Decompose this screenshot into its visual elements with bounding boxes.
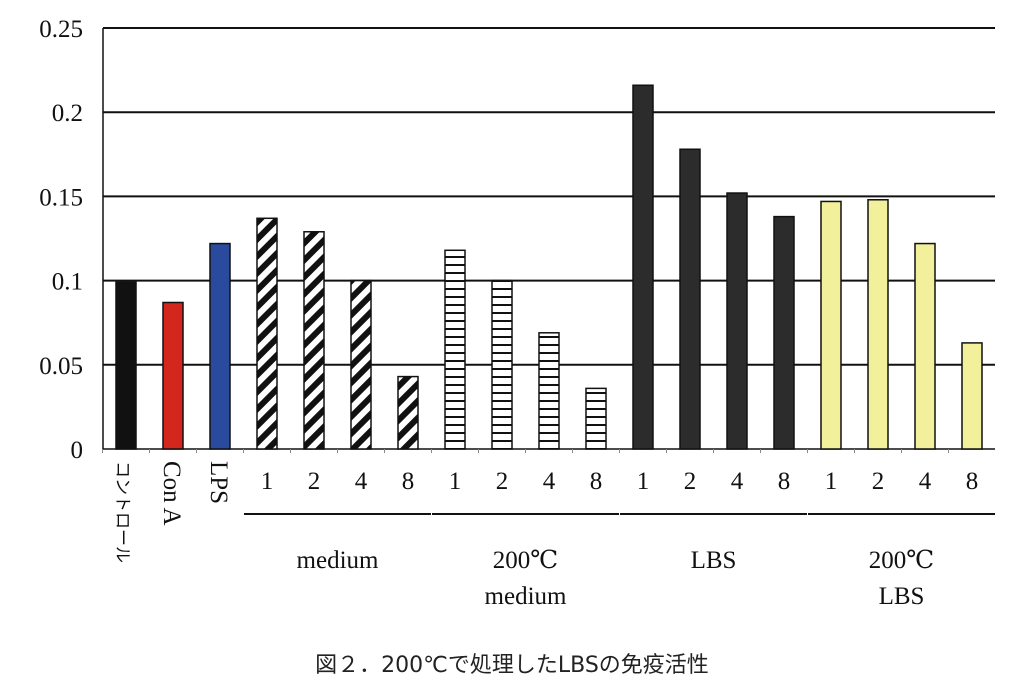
x-tick-label: 4 bbox=[543, 468, 556, 495]
x-tick-label: LPS bbox=[205, 461, 232, 504]
bar bbox=[491, 279, 513, 450]
group-label: 200℃ bbox=[869, 547, 934, 574]
bar bbox=[303, 231, 325, 450]
bar bbox=[679, 148, 701, 450]
bar bbox=[350, 279, 372, 450]
x-tick-label: 2 bbox=[308, 468, 321, 495]
bar bbox=[162, 301, 184, 450]
bar bbox=[820, 200, 842, 450]
bar bbox=[867, 199, 889, 450]
x-tick-label: 8 bbox=[778, 468, 791, 495]
bar bbox=[115, 281, 137, 450]
x-tick-label: 8 bbox=[590, 468, 603, 495]
x-tick-label: 4 bbox=[355, 468, 368, 495]
x-tick-label: 2 bbox=[684, 468, 697, 495]
bar bbox=[397, 375, 419, 450]
bar bbox=[209, 242, 231, 450]
x-tick-label: 4 bbox=[919, 468, 932, 495]
y-tick-label: 0.15 bbox=[39, 184, 83, 211]
bar bbox=[444, 249, 466, 450]
bar bbox=[538, 332, 560, 450]
group-label: medium bbox=[297, 547, 379, 574]
bar bbox=[585, 387, 607, 450]
y-tick-label: 0 bbox=[71, 437, 84, 464]
y-tick-label: 0.05 bbox=[39, 353, 83, 380]
x-tick-label: 8 bbox=[402, 468, 415, 495]
bar bbox=[914, 242, 936, 450]
y-tick-label: 0.2 bbox=[52, 100, 83, 127]
group-label: LBS bbox=[879, 583, 925, 610]
x-tick-label: 2 bbox=[496, 468, 509, 495]
x-tick-label: 4 bbox=[731, 468, 744, 495]
bar bbox=[726, 192, 748, 450]
bar bbox=[256, 217, 278, 450]
x-tick-label: Con A bbox=[158, 461, 185, 526]
x-tick-label: 1 bbox=[825, 468, 838, 495]
figure-caption: 図２．200℃で処理したLBSの免疫活性 bbox=[315, 653, 709, 678]
bar bbox=[961, 342, 983, 450]
y-tick-label: 0.25 bbox=[39, 16, 83, 43]
x-tick-label: 2 bbox=[872, 468, 885, 495]
x-tick-label: 1 bbox=[449, 468, 462, 495]
group-label: medium bbox=[485, 583, 567, 610]
bar bbox=[773, 215, 795, 450]
bar bbox=[632, 84, 654, 450]
x-tick-label: コントロール bbox=[112, 461, 132, 563]
x-tick-label: 1 bbox=[637, 468, 650, 495]
group-label: 200℃ bbox=[493, 547, 558, 574]
y-tick-label: 0.1 bbox=[52, 269, 83, 296]
group-label: LBS bbox=[691, 547, 737, 574]
x-tick-label: 1 bbox=[261, 468, 274, 495]
x-tick-label: 8 bbox=[966, 468, 979, 495]
